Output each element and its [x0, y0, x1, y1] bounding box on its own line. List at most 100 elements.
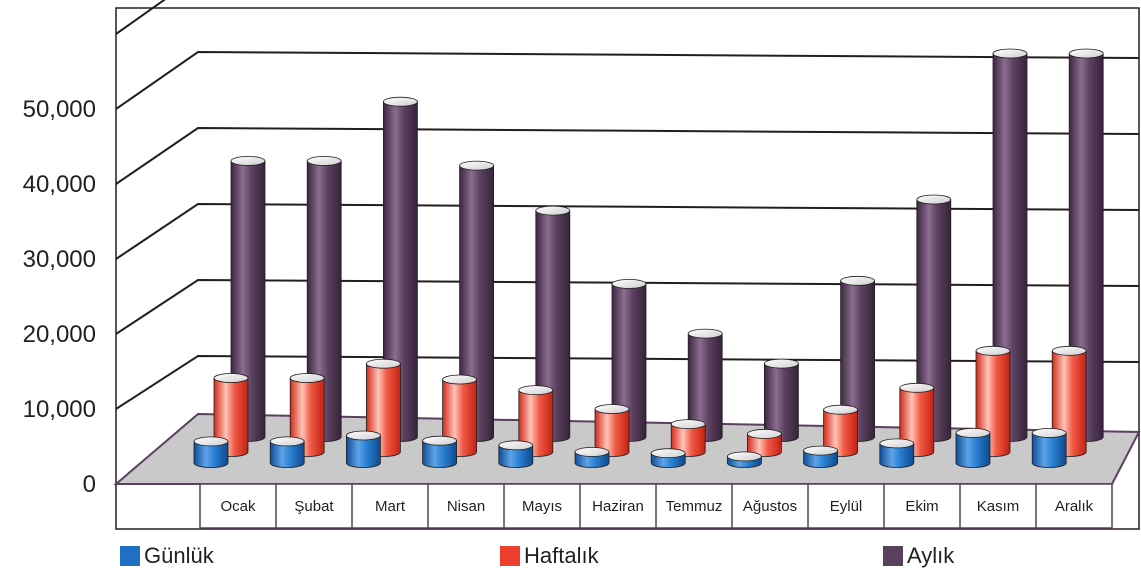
legend-item-haftalik: Haftalık [500, 543, 599, 569]
bar-top [955, 427, 991, 438]
bar-gunluk-subat [269, 436, 305, 468]
bar-top [650, 448, 686, 459]
y-tick-label: 20,000 [23, 321, 96, 348]
bar-gunluk-mayis [498, 440, 534, 468]
legend-swatch-gunluk [120, 546, 140, 566]
y-tick-label: 50,000 [23, 96, 96, 123]
category-label-nisan: Nisan [447, 498, 485, 515]
bar-top [269, 436, 305, 447]
gridline-50000 [115, 50, 1140, 110]
bar-top [823, 404, 858, 415]
category-label-subat: Şubat [294, 498, 334, 515]
bar-top [518, 385, 554, 396]
bar-top [687, 328, 723, 339]
bar-haftalik-haziran [594, 404, 630, 457]
gridline-30000 [115, 202, 1140, 260]
bar-top [498, 440, 534, 451]
bar-haftalik-temmuz [670, 419, 706, 457]
bar-top [670, 419, 706, 430]
bar-gunluk-agustos [727, 451, 762, 468]
bar-top [916, 194, 952, 205]
legend-item-aylik: Aylık [883, 543, 954, 569]
bar-top [594, 404, 630, 414]
bar-top [747, 428, 782, 439]
bar-top [306, 155, 342, 166]
gridline-10000 [115, 354, 1140, 410]
bar-gunluk-ocak [193, 436, 229, 468]
bar-gunluk-nisan [422, 435, 458, 468]
bar-top [992, 48, 1028, 59]
category-label-temmuz: Temmuz [666, 498, 723, 515]
bar-body [193, 441, 229, 468]
legend-swatch-haftalik [500, 546, 520, 566]
gridline-20000 [115, 278, 1140, 335]
bar-gunluk-mart [345, 430, 381, 468]
bar-top [899, 382, 935, 393]
bar-body [498, 444, 534, 468]
bar-top [422, 435, 458, 446]
legend-swatch-aylik [883, 546, 903, 566]
bar-top [975, 345, 1011, 356]
bar-top [345, 430, 381, 441]
bar-gunluk-kasim [955, 427, 991, 468]
y-tick-label: 40,000 [23, 171, 96, 198]
bar-top [289, 373, 325, 383]
bar-gunluk-haziran [574, 446, 610, 468]
gridline-60000 [115, 0, 166, 35]
bar-haftalik-subat [289, 373, 325, 457]
legend-label-haftalik: Haftalık [524, 543, 599, 568]
category-label-agustos: Ağustos [743, 498, 797, 515]
bar-top [230, 155, 266, 166]
category-label-ekim: Ekim [905, 498, 938, 515]
y-tick-label: 10,000 [23, 396, 96, 423]
bar-top [727, 451, 762, 462]
bar-haftalik-mayis [518, 385, 554, 457]
bar-body [955, 432, 991, 468]
bar-body [346, 435, 381, 468]
category-label-kasim: Kasım [977, 498, 1020, 515]
category-label-aralik: Aralık [1055, 498, 1094, 515]
bar-haftalik-ocak [213, 373, 249, 457]
gridline-40000 [115, 126, 1140, 185]
legend-item-gunluk: Günlük [120, 543, 214, 569]
category-label-eylul: Eylül [830, 498, 863, 515]
bar-gunluk-temmuz [650, 448, 686, 468]
y-tick-label: 0 [83, 471, 96, 498]
bar-top [193, 436, 229, 447]
bar-haftalik-eylul [823, 404, 858, 457]
bar-aylik-haziran [611, 278, 647, 442]
bar-top [764, 358, 799, 369]
bar-top [382, 96, 418, 107]
bar-haftalik-ekim [899, 382, 935, 457]
bar-aylik-ekim [916, 194, 952, 442]
bar-top [879, 438, 915, 449]
category-label-mart: Mart [375, 498, 406, 515]
bar-aylik-eylul [840, 275, 875, 442]
bar-top [840, 275, 875, 286]
bar-body [1031, 432, 1067, 468]
bar-gunluk-eylul [803, 445, 838, 468]
bar-top [803, 445, 838, 456]
category-label-ocak: Ocak [220, 498, 256, 515]
bar-body [269, 441, 305, 468]
bar-top [1051, 345, 1087, 356]
legend-label-aylik: Aylık [907, 543, 955, 568]
bar-top [1068, 48, 1104, 59]
bar-top [442, 374, 478, 385]
bar-top [365, 358, 401, 369]
bar-gunluk-aralik [1031, 427, 1067, 468]
bar-top [611, 278, 647, 289]
category-label-haziran: Haziran [592, 498, 644, 515]
bar-aylik-subat [306, 155, 342, 442]
bar-body [879, 443, 915, 468]
bar-top [459, 160, 495, 171]
category-label-mayis: Mayıs [522, 498, 562, 515]
bar-haftalik-agustos [747, 428, 782, 457]
bar-top [1031, 427, 1067, 438]
bar-top [574, 446, 610, 457]
bar-gunluk-ekim [879, 438, 915, 468]
legend-label-gunluk: Günlük [144, 543, 214, 568]
bar-aylik-temmuz [687, 328, 723, 442]
bar-top [535, 205, 571, 216]
